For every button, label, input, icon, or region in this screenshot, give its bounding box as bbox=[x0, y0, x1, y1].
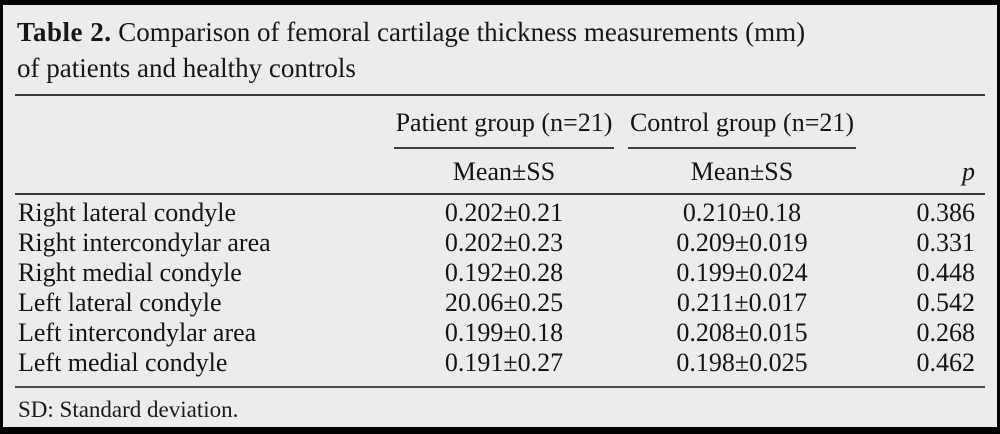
patient-mean-header: Mean±SS bbox=[452, 157, 556, 186]
row-label: Left intercondylar area bbox=[18, 318, 257, 347]
p-value: 0.448 bbox=[916, 258, 976, 287]
control-mean-value: 0.208±0.015 bbox=[676, 318, 808, 347]
column-header-patient-group: Patient group (n=21) bbox=[387, 108, 621, 149]
table-row: Left lateral condyle 20.06±0.25 0.211±0.… bbox=[15, 288, 985, 318]
patient-mean-value: 0.192±0.28 bbox=[444, 258, 564, 287]
table-row: Left medial condyle 0.191±0.27 0.198±0.0… bbox=[15, 348, 985, 378]
control-mean-value: 0.199±0.024 bbox=[676, 258, 808, 287]
row-label: Left medial condyle bbox=[18, 348, 228, 377]
table-body: Right lateral condyle 0.202±0.21 0.210±0… bbox=[15, 195, 985, 382]
patient-mean-value: 0.191±0.27 bbox=[444, 348, 564, 377]
control-mean-header: Mean±SS bbox=[690, 157, 794, 186]
table-caption-line2: of patients and healthy controls bbox=[17, 53, 356, 83]
patient-group-header: Patient group (n=21) bbox=[393, 108, 615, 149]
p-value: 0.542 bbox=[916, 288, 976, 317]
row-label: Right intercondylar area bbox=[18, 228, 271, 257]
title-divider bbox=[15, 94, 985, 96]
control-group-header: Control group (n=21) bbox=[627, 108, 857, 149]
table-row: Right intercondylar area 0.202±0.23 0.20… bbox=[15, 228, 985, 258]
table-footnote: SD: Standard deviation. bbox=[18, 397, 239, 422]
control-mean-value: 0.209±0.019 bbox=[676, 228, 808, 257]
patient-mean-value: 0.202±0.21 bbox=[444, 198, 564, 227]
p-value: 0.331 bbox=[916, 228, 976, 257]
table-caption-line1: Comparison of femoral cartilage thicknes… bbox=[118, 17, 806, 47]
table-row: Left intercondylar area 0.199±0.18 0.208… bbox=[15, 318, 985, 348]
table-title-line1: Table 2. Comparison of femoral cartilage… bbox=[17, 14, 983, 50]
patient-mean-value: 0.199±0.18 bbox=[444, 318, 564, 347]
table-number: Table 2. bbox=[17, 17, 112, 47]
p-value: 0.268 bbox=[916, 318, 976, 347]
control-mean-value: 0.198±0.025 bbox=[676, 348, 808, 377]
footer-divider bbox=[15, 386, 985, 388]
table-title: Table 2. Comparison of femoral cartilage… bbox=[15, 5, 985, 86]
control-mean-value: 0.210±0.18 bbox=[682, 198, 802, 227]
table-row: Right lateral condyle 0.202±0.21 0.210±0… bbox=[15, 198, 985, 228]
column-header-control-group: Control group (n=21) bbox=[621, 108, 863, 149]
p-value: 0.462 bbox=[916, 348, 976, 377]
row-label: Right lateral condyle bbox=[18, 198, 237, 227]
subheader-row: Mean±SS Mean±SS p bbox=[15, 149, 985, 193]
group-header-row: Patient group (n=21) Control group (n=21… bbox=[15, 96, 985, 149]
header-divider bbox=[15, 193, 985, 195]
patient-mean-value: 0.202±0.23 bbox=[444, 228, 564, 257]
p-value-header: p bbox=[962, 157, 975, 186]
p-value: 0.386 bbox=[916, 198, 976, 227]
row-label: Right medial condyle bbox=[18, 258, 242, 287]
control-mean-value: 0.211±0.017 bbox=[676, 288, 808, 317]
table-row: Right medial condyle 0.192±0.28 0.199±0.… bbox=[15, 258, 985, 288]
row-label: Left lateral condyle bbox=[18, 288, 222, 317]
patient-mean-value: 20.06±0.25 bbox=[444, 288, 564, 317]
